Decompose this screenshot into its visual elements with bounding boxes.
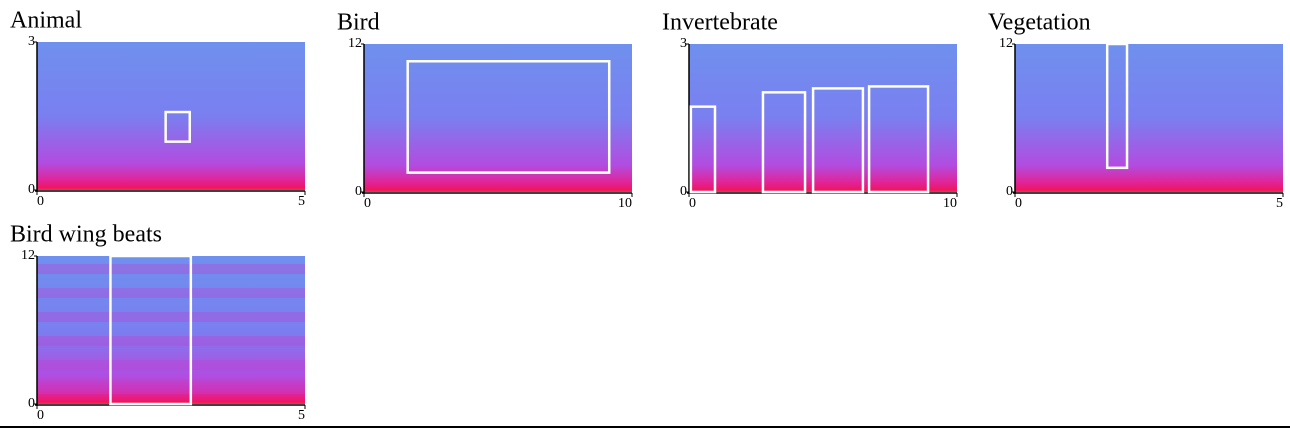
y-tick-label: 0 xyxy=(680,184,687,199)
y-tick-label: 3 xyxy=(28,34,35,49)
x-tick-label: 5 xyxy=(1276,196,1283,211)
x-tick-label: 0 xyxy=(37,408,44,423)
y-tick-label: 12 xyxy=(348,36,362,51)
y-tick-label: 0 xyxy=(28,182,35,197)
x-tick-label: 0 xyxy=(1015,196,1022,211)
spectrogram-image xyxy=(689,44,957,192)
x-tick-label: 5 xyxy=(298,408,305,423)
panel-title: Invertebrate xyxy=(662,10,778,36)
x-tick-label: 0 xyxy=(364,196,371,211)
annotation-box xyxy=(164,110,192,143)
panel-title: Bird wing beats xyxy=(10,222,162,248)
x-tick-label: 10 xyxy=(618,196,632,211)
y-tick-label: 12 xyxy=(21,248,35,263)
x-tick-label: 5 xyxy=(298,194,305,209)
spectrogram-image xyxy=(1015,44,1283,192)
panel-title: Animal xyxy=(10,8,82,34)
annotation-box xyxy=(689,105,717,194)
x-tick-label: 10 xyxy=(943,196,957,211)
annotation-box xyxy=(761,91,807,194)
annotation-box xyxy=(109,254,193,406)
x-tick-label: 0 xyxy=(689,196,696,211)
spectrogram-image xyxy=(364,44,632,192)
y-tick-label: 0 xyxy=(1006,184,1013,199)
y-tick-label: 0 xyxy=(355,184,362,199)
spectrogram-image xyxy=(37,42,305,190)
y-tick-label: 3 xyxy=(680,36,687,51)
x-tick-label: 0 xyxy=(37,194,44,209)
spectrogram-bands xyxy=(37,256,305,404)
panel-title: Vegetation xyxy=(988,10,1091,36)
y-tick-label: 0 xyxy=(28,396,35,411)
annotation-box xyxy=(867,85,930,194)
annotation-box xyxy=(406,60,611,174)
panel-title: Bird xyxy=(337,10,380,36)
annotation-box xyxy=(1105,42,1129,170)
y-tick-label: 12 xyxy=(999,36,1013,51)
annotation-box xyxy=(811,87,865,194)
